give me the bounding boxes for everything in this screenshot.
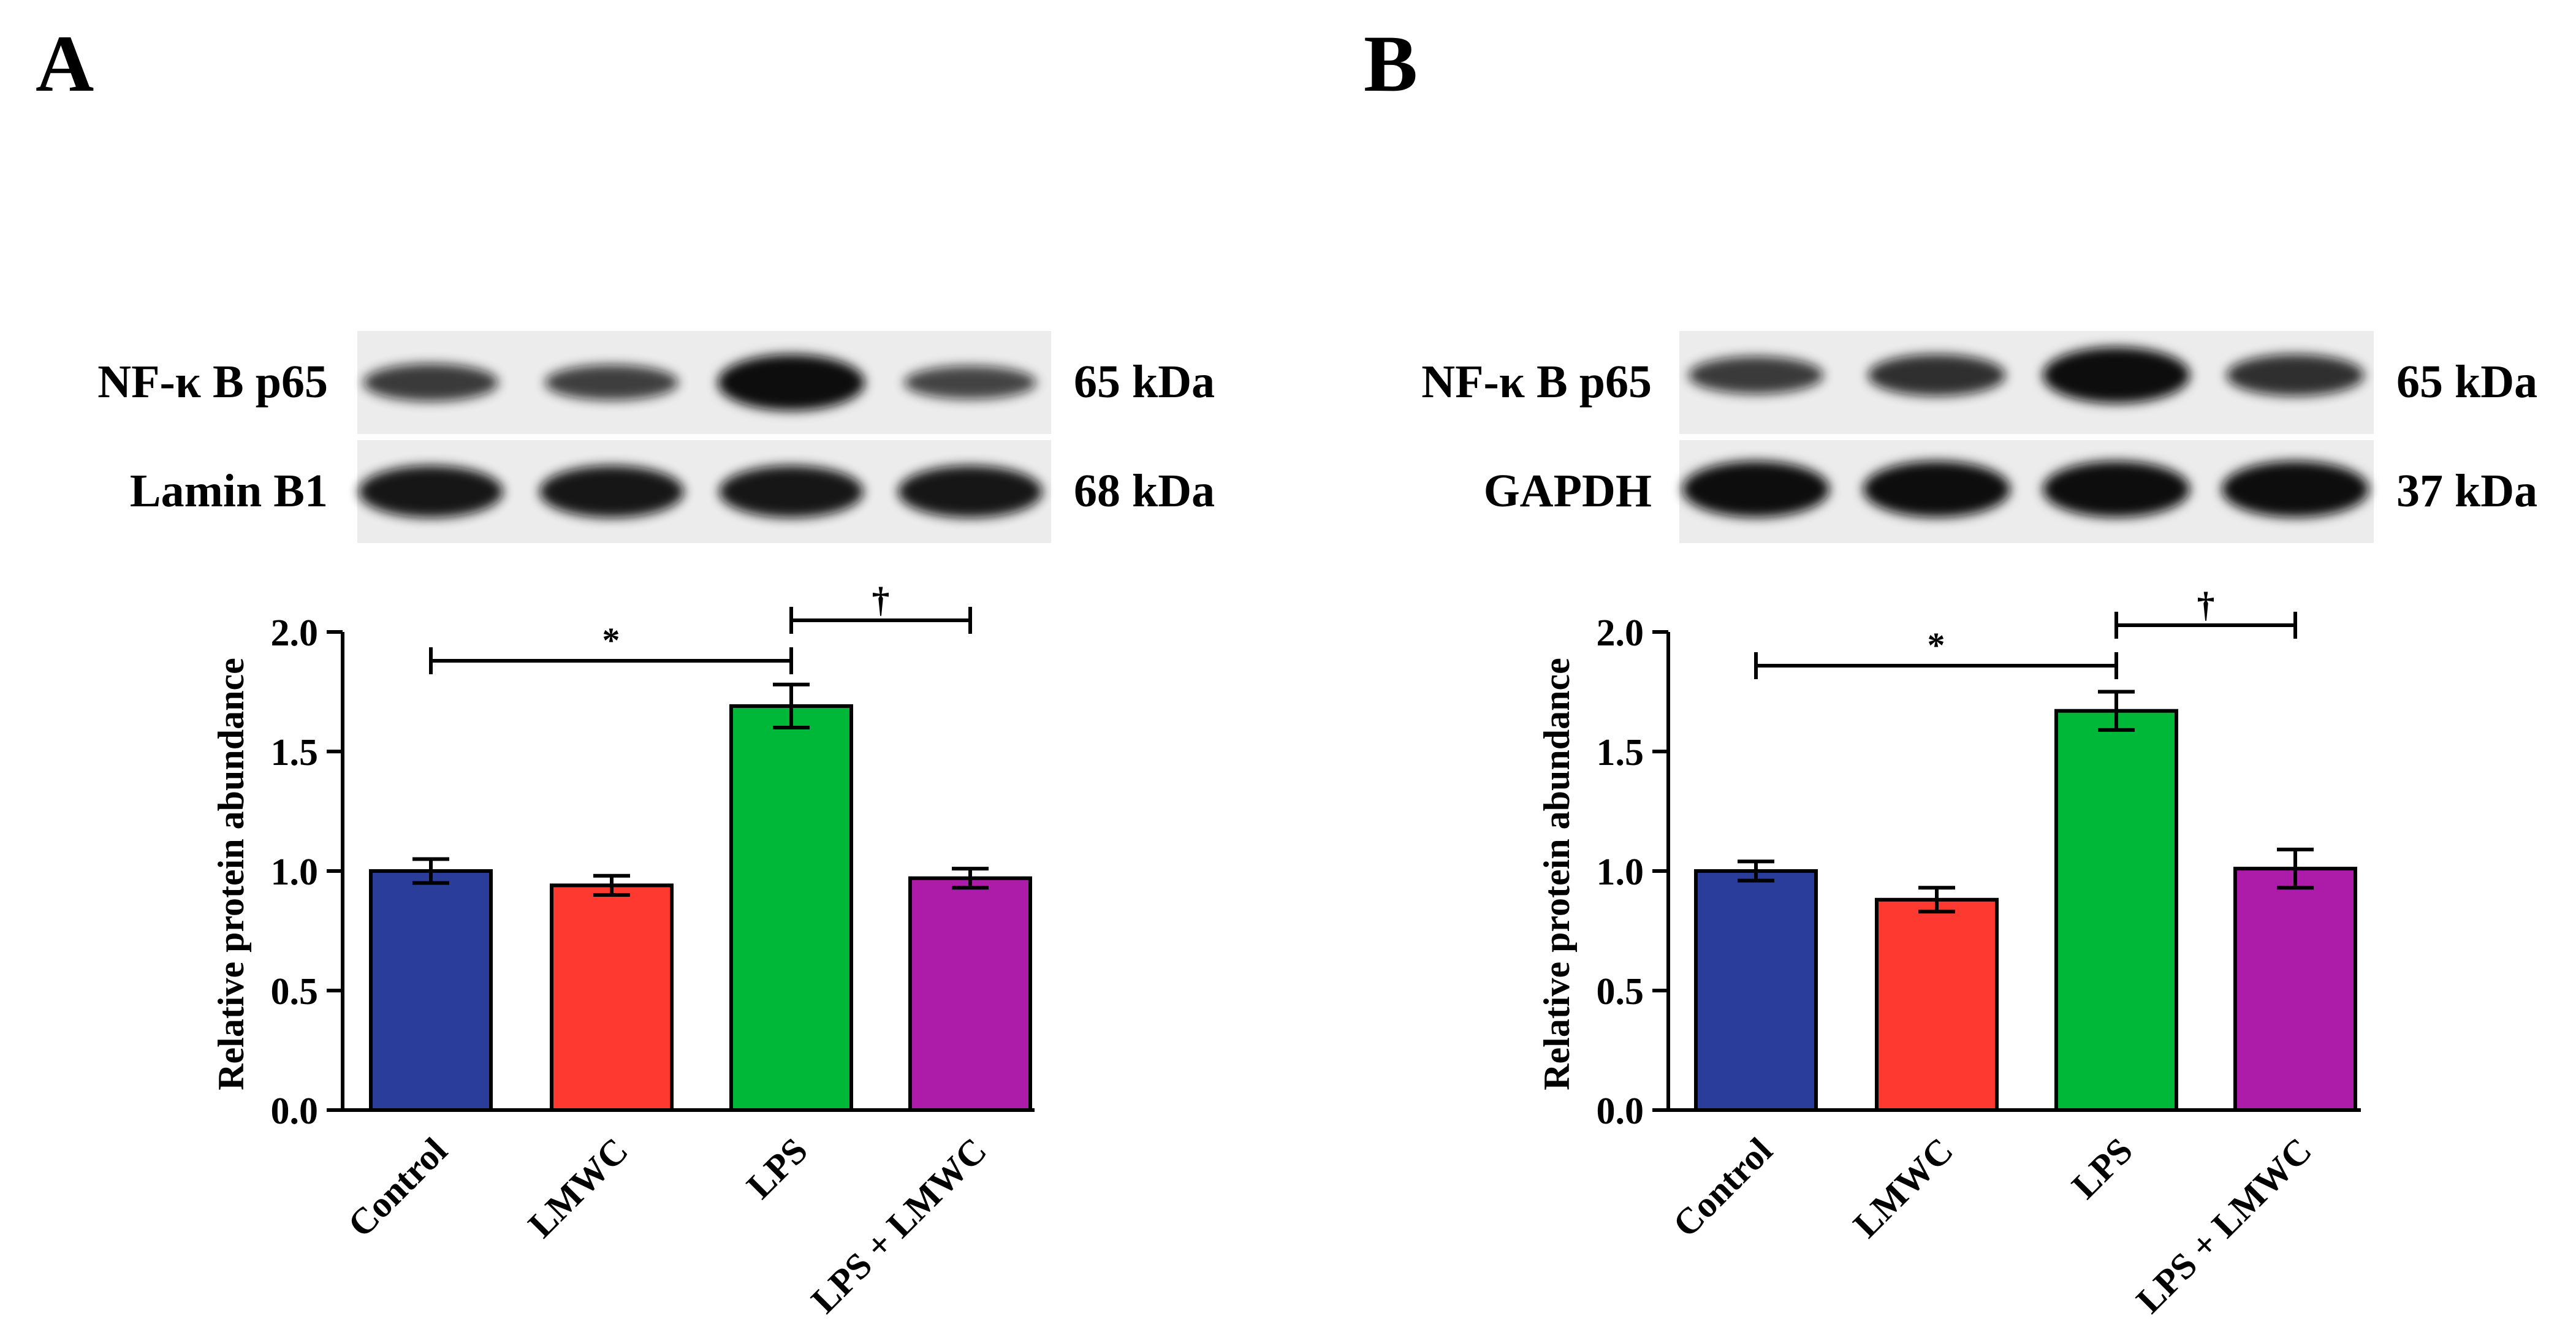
blot-band [2226,354,2365,397]
bar [2233,867,2357,1112]
panel-a: A NF-κ B p65 Lamin B1 65 kDa 68 kDa 0.00… [36,18,1215,1321]
panel-b: B NF-κ B p65 GAPDH 65 kDa 37 kDa 0.0 0.5 1… [1364,18,2537,1321]
x-tick-label: Control [1665,1130,1780,1245]
blot-band [2043,347,2190,403]
blot-band [2043,461,2190,517]
blot-bands [363,354,1036,411]
western-blot: NF-κ B p65 GAPDH 65 kDa 37 kDa [1421,331,2537,543]
y-tick-label: 0.5 [1597,971,1644,1013]
blot-band [359,465,503,518]
blot-size-label: 37 kDa [2396,465,2537,517]
bar-chart: 0.0 0.5 1.0 1.5 2.0 Relative protein abundanc… [211,580,1035,1321]
y-tick-label: 0.5 [271,971,319,1013]
blot-size-label: 65 kDa [2396,356,2537,408]
x-tick-label: LPS [739,1130,815,1206]
blot-band [718,354,865,411]
bar [908,876,1032,1112]
y-tick-label: 1.0 [1597,851,1644,893]
y-axis-label: Relative protein abundance [1537,658,1577,1090]
blot-protein-label: NF-κ B p65 [1421,356,1652,408]
blot-band [719,465,864,518]
blot-protein-label: NF-κ B p65 [97,356,328,408]
y-tick-label: 0.0 [271,1090,319,1132]
x-tick-label: LMWC [1845,1130,1961,1246]
y-tick-label: 0.0 [1597,1090,1644,1132]
blot-band [545,365,678,400]
significance-symbol: † [872,580,890,620]
blot-band [539,465,684,518]
blot-band [2222,461,2369,517]
y-tick-label: 2.0 [1597,612,1644,654]
blot-band [898,465,1043,518]
blot-bands [1682,461,2369,517]
bar-chart: 0.0 0.5 1.0 1.5 2.0 Relative protein abundanc… [1537,585,2361,1321]
significance-symbol: * [602,620,620,660]
bar [1694,869,1818,1112]
bar [729,704,853,1112]
bar [550,883,674,1113]
y-axis-label: Relative protein abundance [211,658,251,1090]
blot-band [363,363,499,401]
bar [1875,897,1999,1113]
x-tick-label: LMWC [520,1130,636,1246]
x-tick-label: LPS + LMWC [2129,1130,2319,1321]
significance-symbol: * [1928,625,1945,665]
bar [369,869,493,1112]
x-tick-label: LPS [2064,1130,2140,1206]
y-tick-label: 1.5 [271,732,319,774]
y-tick-label: 2.0 [271,612,319,654]
y-tick-label: 1.0 [271,851,319,893]
blot-band [1867,354,2006,397]
blot-band [1682,461,1829,517]
bar [2054,709,2178,1112]
blot-protein-label: GAPDH [1484,465,1652,517]
blot-size-label: 65 kDa [1074,356,1215,408]
blot-size-label: 68 kDa [1074,465,1215,517]
blot-bands [359,465,1043,518]
blot-protein-label: Lamin B1 [130,465,328,517]
x-tick-label: Control [340,1130,455,1245]
blot-bands [1688,347,2365,403]
blot-band [904,365,1036,400]
blot-band [1863,461,2010,517]
panel-letter: A [36,18,94,108]
western-blot: NF-κ B p65 Lamin B1 65 kDa 68 kDa [97,331,1215,543]
blot-band [1688,356,1824,394]
x-tick-label: LPS + LMWC [804,1130,994,1321]
y-tick-label: 1.5 [1597,732,1644,774]
significance-symbol: † [2197,585,2215,625]
panel-letter: B [1364,18,1418,108]
